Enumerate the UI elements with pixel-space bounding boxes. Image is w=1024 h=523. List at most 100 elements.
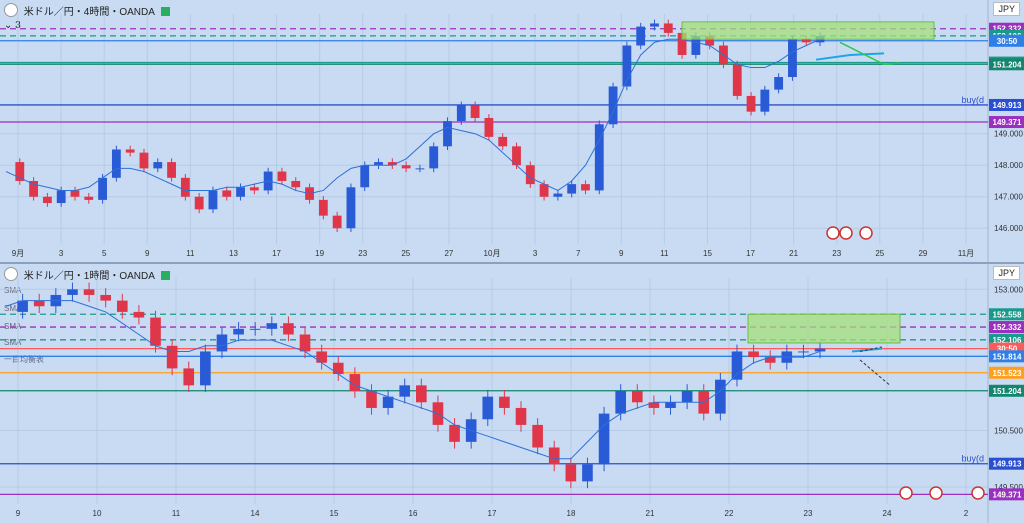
level-badge: [989, 457, 1024, 470]
candle-body: [498, 136, 508, 147]
candle-body: [208, 190, 218, 210]
level-label: 152.558: [993, 310, 1022, 319]
candle-body: [366, 391, 377, 408]
candle-body: [484, 117, 494, 137]
chart-legend: 米ドル／円・1時間・OANDA: [4, 267, 171, 282]
level-badge: [989, 350, 1024, 363]
candle-body: [360, 165, 370, 188]
candle-body: [715, 379, 726, 414]
level-name: buy(d: [961, 454, 984, 464]
candle-body: [33, 300, 45, 307]
target-zone[interactable]: [747, 313, 901, 344]
y-tick-label: 150.500: [994, 427, 1023, 436]
currency-label[interactable]: JPY: [993, 266, 1020, 280]
candle-body: [382, 396, 394, 408]
x-tick-label: 25: [401, 249, 410, 258]
x-tick-label: 15: [330, 509, 339, 518]
forecast-scenario: [839, 41, 901, 66]
candle-body: [665, 402, 676, 408]
usdjpy-symbol-icon: [4, 267, 18, 281]
candle-body: [449, 424, 460, 442]
x-tick-label: 10: [93, 509, 102, 518]
x-tick-label: 2: [964, 509, 969, 518]
forecast-up-arrow: [859, 346, 883, 352]
candle-body: [84, 196, 94, 200]
level-label: 149.913: [993, 460, 1022, 469]
candle-body: [401, 165, 411, 169]
candle-body: [691, 36, 701, 55]
ichimoku-label[interactable]: 一目均衡表: [4, 355, 44, 364]
candle-body: [374, 162, 383, 166]
candle-body: [681, 391, 693, 403]
candle-body: [567, 184, 577, 194]
candle-body: [83, 289, 95, 295]
candle-body: [29, 180, 39, 197]
candle-body: [180, 177, 190, 197]
candle-body: [153, 162, 163, 169]
candle-body: [316, 351, 327, 363]
candle-body: [249, 187, 259, 191]
candle-body: [299, 334, 311, 352]
candle-body: [636, 26, 646, 46]
x-tick-label: 17: [272, 249, 281, 258]
candle-body: [111, 149, 121, 178]
candle-body: [456, 105, 466, 122]
candle-body: [150, 317, 161, 346]
price-chart-4h[interactable]: 9月 3 5 9 11 13 17 19 23 25 27 10月 3 7 9 11 15 17 21 23 25 29 1…: [0, 0, 1024, 262]
level-badge: [989, 366, 1024, 379]
x-tick-label: 9月: [12, 249, 24, 258]
candle-body: [332, 215, 342, 229]
chart-title: 米ドル／円・4時間・OANDA: [23, 7, 155, 18]
level-badge: [989, 488, 1024, 501]
level-badge: [989, 384, 1024, 397]
candle-body: [663, 23, 673, 33]
x-tick-label: 25: [875, 249, 884, 258]
candle-body: [788, 39, 797, 78]
candle-body: [415, 168, 425, 170]
panel-divider[interactable]: [0, 262, 1024, 264]
candle-body: [67, 289, 78, 295]
y-tick-label: 146.000: [994, 224, 1023, 233]
event-flag-icon[interactable]: [826, 226, 840, 240]
event-flag-icon[interactable]: [839, 226, 853, 240]
candle-body: [332, 362, 344, 375]
x-tick-label: 18: [567, 509, 576, 518]
candle-body: [565, 464, 577, 482]
target-zone[interactable]: [681, 21, 935, 40]
sma-label[interactable]: SMA: [4, 338, 22, 347]
event-flag-icon[interactable]: [899, 486, 913, 500]
price-chart-1h[interactable]: 9 10 11 14 15 16 17 18 21 22 23 24 2 153.000 150.500 14…: [0, 264, 1024, 523]
candle-body: [581, 184, 590, 191]
candle-body: [277, 171, 287, 181]
candle-body: [17, 300, 28, 312]
candle-body: [598, 413, 610, 465]
sma-label[interactable]: SMA: [4, 304, 22, 313]
currency-label[interactable]: JPY: [993, 2, 1020, 16]
level-badge: [989, 321, 1024, 334]
sma-label[interactable]: SMA: [4, 286, 22, 295]
candle-body: [539, 184, 549, 197]
candle-body: [764, 357, 776, 363]
event-flag-icon[interactable]: [859, 226, 873, 240]
x-tick-label: 9: [619, 249, 624, 258]
x-tick-label: 17: [746, 249, 755, 258]
x-tick-label: 19: [315, 249, 324, 258]
x-tick-label: 11: [172, 509, 181, 518]
event-flag-icon[interactable]: [971, 486, 985, 500]
candle-body: [732, 64, 742, 96]
candle-body: [236, 187, 245, 197]
x-tick-label: 23: [832, 249, 841, 258]
candle-body: [98, 177, 107, 200]
usdjpy-symbol-icon: [4, 3, 18, 17]
candle-body: [798, 351, 809, 353]
event-flag-icon[interactable]: [929, 486, 943, 500]
candle-body: [249, 328, 261, 330]
level-label: 151.204: [993, 387, 1022, 396]
chart-legend: 米ドル／円・4時間・OANDA: [4, 3, 171, 18]
candle-body: [194, 196, 204, 210]
market-open-icon: [161, 271, 171, 280]
level-label: 152.332: [993, 323, 1022, 332]
candle-body: [133, 311, 145, 318]
candle-body: [429, 146, 439, 169]
level-label: 152.106: [993, 336, 1022, 345]
